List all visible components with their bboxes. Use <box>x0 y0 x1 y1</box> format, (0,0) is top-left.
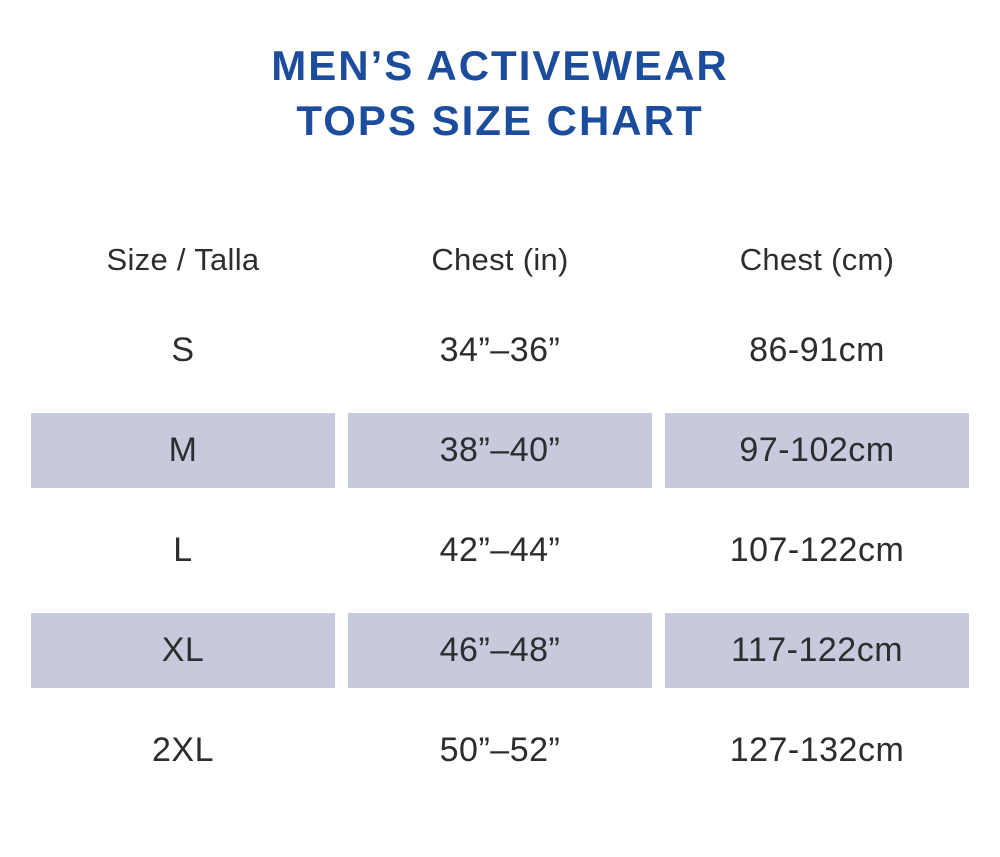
chest-in-cell: 42”–44” <box>439 531 561 569</box>
table-row: 2XL 50”–52” 127-132cm <box>31 713 969 788</box>
table-row: L 42”–44” 107-122cm <box>31 513 969 588</box>
size-chart-table: Size / Talla Chest (in) Chest (cm) S 34”… <box>31 224 969 788</box>
size-cell: L <box>173 531 193 569</box>
chest-cm-cell: 117-122cm <box>665 613 969 688</box>
page-title-line-1: MEN’S ACTIVEWEAR <box>271 42 729 89</box>
page-title-line-2: TOPS SIZE CHART <box>296 97 704 144</box>
chest-in-cell: 50”–52” <box>439 731 561 769</box>
chest-cm-cell: 86-91cm <box>749 331 885 369</box>
size-cell: 2XL <box>152 731 214 769</box>
header-chest-in: Chest (in) <box>431 242 569 277</box>
chest-cm-cell: 107-122cm <box>729 531 905 569</box>
header-chest-cm: Chest (cm) <box>739 242 895 277</box>
size-cell: XL <box>31 613 335 688</box>
chest-in-cell: 38”–40” <box>348 413 652 488</box>
size-cell: M <box>31 413 335 488</box>
table-row: M 38”–40” 97-102cm <box>31 413 969 488</box>
header-size: Size / Talla <box>106 242 260 277</box>
chest-cm-cell: 97-102cm <box>665 413 969 488</box>
chest-in-cell: 46”–48” <box>348 613 652 688</box>
chest-in-cell: 34”–36” <box>439 331 561 369</box>
page-title: MEN’S ACTIVEWEAR TOPS SIZE CHART <box>0 0 1000 148</box>
table-row: XL 46”–48” 117-122cm <box>31 613 969 688</box>
size-cell: S <box>171 331 195 369</box>
table-header-row: Size / Talla Chest (in) Chest (cm) <box>31 224 969 296</box>
table-row: S 34”–36” 86-91cm <box>31 313 969 388</box>
chest-cm-cell: 127-132cm <box>729 731 905 769</box>
